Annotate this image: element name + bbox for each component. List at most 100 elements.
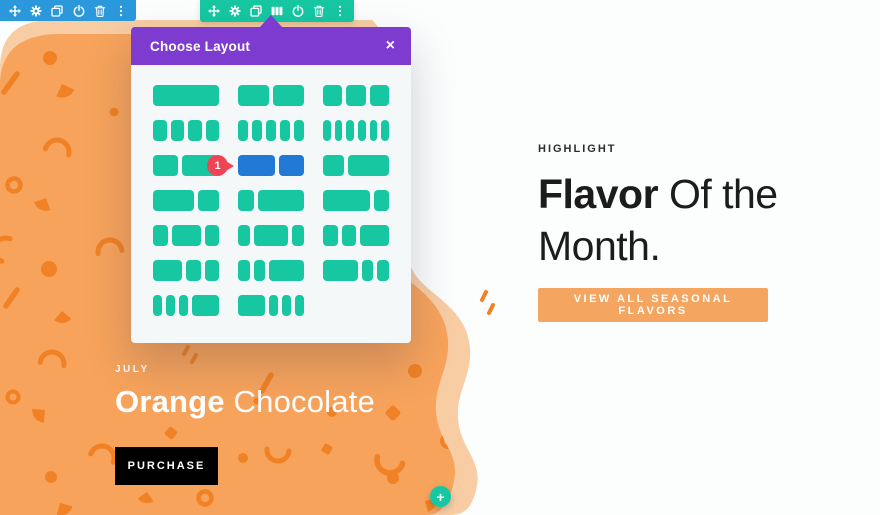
column-block [170, 120, 184, 141]
column-block [295, 295, 304, 316]
hero-eyebrow: HIGHLIGHT [538, 143, 617, 155]
layout-option-r5-c1[interactable] [153, 225, 219, 246]
column-block [323, 225, 338, 246]
layout-option-r6-c3[interactable] [323, 260, 389, 281]
column-block [361, 260, 374, 281]
purchase-button[interactable]: PURCHASE [115, 447, 218, 485]
column-block [238, 295, 265, 316]
column-block [323, 120, 331, 141]
layout-option-r7-c2[interactable] [238, 295, 304, 316]
layout-row [153, 120, 390, 141]
column-block [186, 260, 201, 281]
column-block [238, 225, 250, 246]
column-block [346, 85, 366, 106]
layout-option-r1-c3[interactable] [323, 85, 389, 106]
move-icon[interactable] [208, 5, 220, 17]
trash-icon[interactable] [94, 5, 106, 17]
ellipsis-icon[interactable] [334, 5, 346, 17]
layout-option-r5-c3[interactable] [323, 225, 389, 246]
gear-icon[interactable] [229, 5, 241, 17]
layout-option-r3-c2[interactable]: 1 [207, 155, 304, 176]
view-all-flavors-button[interactable]: VIEW ALL SEASONAL FLAVORS [538, 288, 768, 322]
trash-icon[interactable] [313, 5, 325, 17]
move-icon[interactable] [9, 4, 21, 17]
modal-arrow [259, 15, 283, 28]
column-block [323, 155, 344, 176]
layout-row [153, 190, 389, 211]
layout-option-r7-c1[interactable] [153, 295, 219, 316]
feature-month: JULY [115, 364, 150, 375]
column-block [238, 190, 254, 211]
column-block [153, 85, 219, 106]
duplicate-icon[interactable] [51, 4, 64, 17]
column-block [323, 260, 358, 281]
column-block [166, 295, 175, 316]
duplicate-icon[interactable] [250, 5, 262, 17]
gear-icon[interactable] [30, 4, 42, 17]
selection-pin-badge: 1 [207, 155, 234, 176]
layout-option-r1-c1[interactable] [153, 85, 219, 106]
column-block [198, 190, 219, 211]
hero-section: HIGHLIGHT Flavor Of the Month. VIEW ALL … [538, 143, 788, 322]
column-block [280, 120, 290, 141]
feature-name-light: Chocolate [224, 384, 375, 419]
add-button[interactable]: + [430, 486, 451, 507]
close-icon[interactable]: × [385, 37, 395, 54]
column-block [381, 120, 390, 141]
column-block [269, 295, 278, 316]
column-block [341, 225, 356, 246]
column-block [292, 225, 304, 246]
layout-row [153, 225, 389, 246]
layout-option-r6-c2[interactable] [238, 260, 304, 281]
layout-option-r4-c2[interactable] [238, 190, 304, 211]
column-block [205, 120, 219, 141]
column-block [369, 120, 378, 141]
layout-grid: 1 [131, 65, 411, 343]
row-toolbar [200, 0, 354, 22]
column-block [238, 85, 269, 106]
layout-option-r3-c3[interactable] [323, 155, 389, 176]
feature-name: Orange Chocolate [115, 384, 445, 420]
column-block [153, 295, 162, 316]
feature-name-bold: Orange [115, 384, 225, 419]
layout-row: 1 [153, 155, 389, 176]
column-block [279, 155, 304, 176]
column-block [373, 190, 389, 211]
column-block [188, 120, 202, 141]
layout-option-r4-c3[interactable] [323, 190, 389, 211]
column-block [358, 120, 366, 141]
column-block [204, 225, 219, 246]
choose-layout-modal: Choose Layout × 1 [131, 15, 411, 343]
layout-option-r6-c1[interactable] [153, 260, 219, 281]
column-block [238, 260, 250, 281]
layout-option-r1-c2[interactable] [238, 85, 304, 106]
hero-title-light: Of the Month. [538, 171, 778, 269]
column-block [323, 190, 370, 211]
layout-option-r4-c1[interactable] [153, 190, 219, 211]
column-block [334, 120, 343, 141]
column-block [323, 85, 343, 106]
ellipsis-icon[interactable] [115, 5, 127, 17]
column-block [253, 225, 289, 246]
power-icon[interactable] [292, 5, 304, 17]
power-icon[interactable] [73, 4, 85, 17]
column-block [238, 120, 248, 141]
layout-option-r2-c3[interactable] [323, 120, 390, 141]
layout-option-r2-c2[interactable] [238, 120, 304, 141]
column-block [153, 120, 167, 141]
column-block [346, 120, 355, 141]
column-block [204, 260, 219, 281]
plus-icon: + [436, 488, 445, 505]
column-block [192, 295, 219, 316]
column-block [347, 155, 389, 176]
column-block [179, 295, 188, 316]
hero-title: Flavor Of the Month. [538, 168, 788, 272]
layout-option-r5-c2[interactable] [238, 225, 304, 246]
column-block [257, 190, 304, 211]
columns-icon[interactable] [271, 5, 283, 17]
layout-option-r2-c1[interactable] [153, 120, 219, 141]
column-block [171, 225, 201, 246]
column-block [377, 260, 389, 281]
column-block [153, 260, 182, 281]
